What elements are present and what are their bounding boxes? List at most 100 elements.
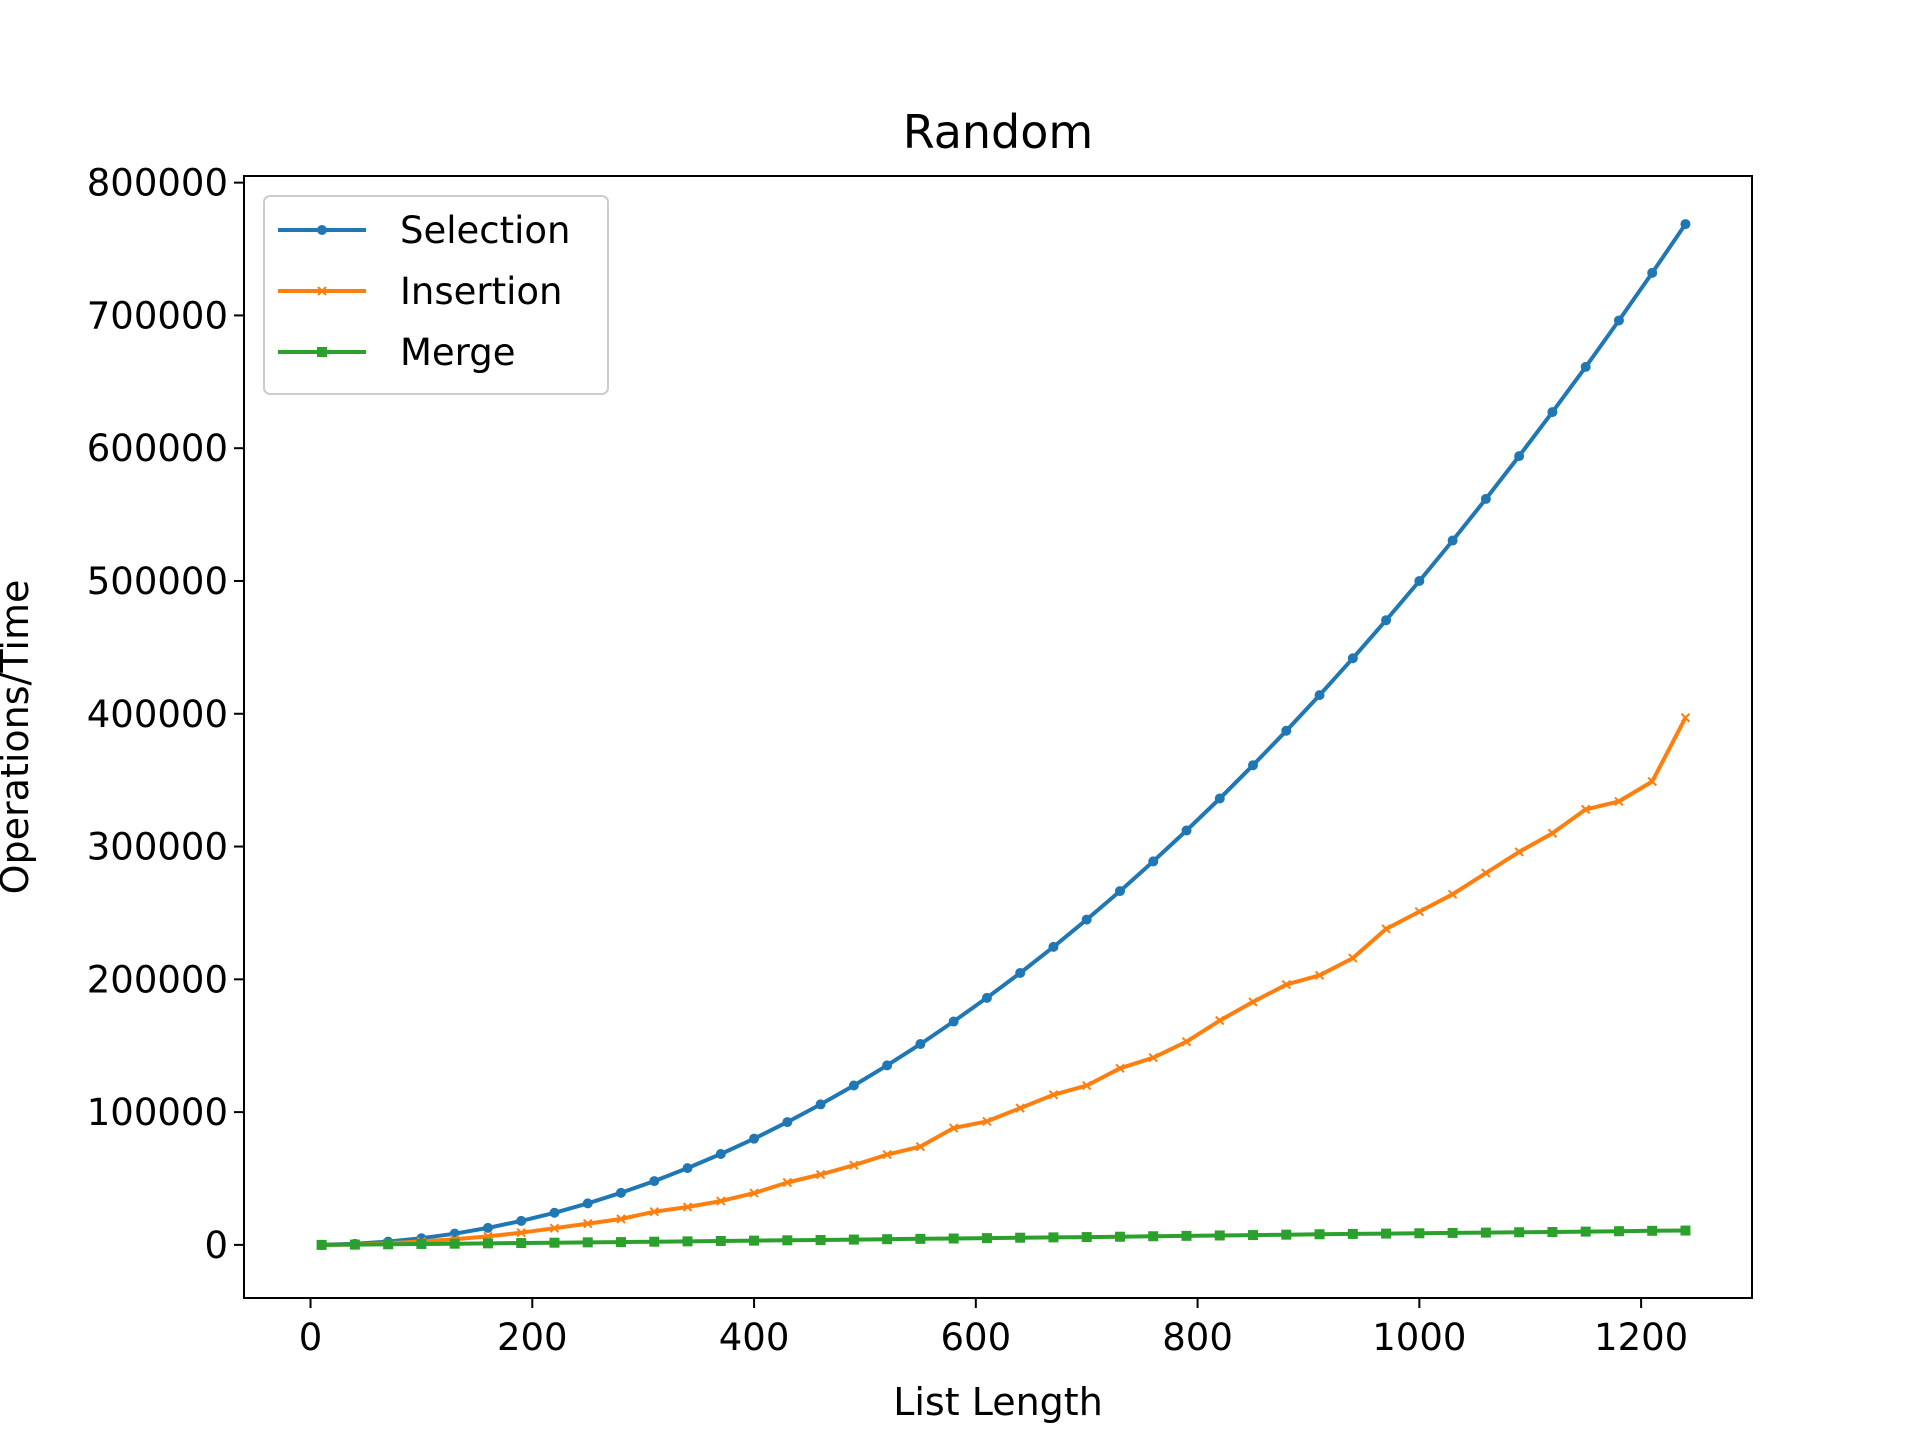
- data-point-selection: [482, 1222, 493, 1233]
- data-point-merge: [1248, 1230, 1259, 1241]
- data-point-selection: [1514, 451, 1525, 462]
- y-axis: 0 100000 200000 300000 400000 500000 600000 700…: [87, 162, 244, 1267]
- data-point-merge: [582, 1237, 593, 1248]
- data-point-insertion: [1614, 796, 1624, 807]
- data-point-insertion: [1381, 924, 1391, 934]
- data-point-merge: [882, 1234, 893, 1245]
- data-point-selection: [1081, 914, 1092, 925]
- data-point-insertion: [583, 1218, 593, 1229]
- data-point-merge: [1181, 1230, 1192, 1241]
- data-point-selection: [782, 1117, 793, 1128]
- data-point-insertion: [1514, 847, 1524, 857]
- data-point-merge: [1148, 1231, 1159, 1242]
- data-point-insertion: [1414, 906, 1425, 917]
- x-tick-label: 1000: [1372, 1316, 1466, 1359]
- data-point-merge: [1647, 1225, 1658, 1236]
- data-point-insertion: [549, 1223, 560, 1233]
- data-point-merge: [915, 1233, 926, 1244]
- data-point-merge: [782, 1235, 793, 1246]
- data-point-selection: [815, 1099, 826, 1110]
- data-point-selection: [682, 1163, 693, 1174]
- chart-title: Random: [903, 105, 1093, 159]
- data-point-insertion: [649, 1206, 659, 1217]
- data-point-insertion: [1248, 997, 1258, 1007]
- data-point-merge: [549, 1237, 560, 1248]
- series-line-insertion: [321, 716, 1688, 1247]
- data-point-selection: [516, 1215, 527, 1226]
- data-point-selection: [1114, 886, 1125, 897]
- series-insertion: [316, 713, 1691, 1250]
- legend-marker-merge: [317, 347, 327, 357]
- data-point-merge: [1613, 1226, 1624, 1237]
- data-point-insertion: [1314, 970, 1325, 981]
- data-point-merge: [649, 1236, 660, 1247]
- data-point-insertion: [1115, 1063, 1125, 1073]
- data-point-selection: [1181, 825, 1192, 836]
- data-point-selection: [1580, 361, 1591, 372]
- series-merge: [316, 1225, 1691, 1250]
- data-point-selection: [1015, 967, 1026, 978]
- data-point-selection: [1680, 219, 1691, 230]
- data-point-merge: [682, 1236, 693, 1247]
- data-point-merge: [1081, 1232, 1092, 1243]
- y-tick-label: 400000: [87, 693, 228, 736]
- legend-box: [263, 195, 609, 395]
- data-point-selection: [1314, 690, 1325, 701]
- y-tick-label: 700000: [87, 294, 228, 337]
- x-tick-label: 800: [1162, 1316, 1233, 1359]
- data-point-insertion: [749, 1188, 759, 1198]
- data-point-merge: [449, 1238, 460, 1249]
- data-point-merge: [482, 1238, 493, 1249]
- legend: Selection Insertion Merge: [263, 195, 609, 395]
- data-point-selection: [1613, 315, 1624, 326]
- y-tick-label: 0: [204, 1224, 228, 1267]
- data-point-selection: [649, 1176, 660, 1187]
- x-tick-label: 1200: [1594, 1316, 1688, 1359]
- data-point-selection: [1281, 725, 1292, 736]
- data-point-merge: [1480, 1227, 1491, 1238]
- data-point-merge: [749, 1235, 760, 1246]
- data-point-insertion: [1348, 953, 1358, 963]
- data-point-merge: [1381, 1228, 1392, 1239]
- data-point-merge: [815, 1234, 826, 1245]
- data-point-selection: [981, 992, 992, 1003]
- data-point-selection: [882, 1060, 893, 1071]
- x-tick-label: 0: [299, 1316, 323, 1359]
- x-tick-label: 400: [719, 1316, 790, 1359]
- data-point-insertion: [1015, 1103, 1025, 1113]
- data-point-merge: [1015, 1232, 1026, 1243]
- x-tick-label: 200: [497, 1316, 568, 1359]
- data-point-merge: [1114, 1231, 1125, 1242]
- data-point-merge: [981, 1233, 992, 1244]
- data-point-selection: [1414, 575, 1425, 586]
- series-line-merge: [321, 1228, 1686, 1247]
- data-point-merge: [1547, 1227, 1558, 1238]
- legend-item-selection: Selection: [278, 209, 571, 252]
- legend-label: Selection: [400, 209, 571, 252]
- data-point-merge: [1680, 1225, 1691, 1236]
- data-point-insertion: [849, 1160, 859, 1170]
- data-point-insertion: [1181, 1037, 1192, 1047]
- y-tick-label: 600000: [87, 427, 228, 470]
- series-line-selection: [321, 222, 1688, 1247]
- x-axis-label: List Length: [893, 1380, 1103, 1424]
- data-point-selection: [1647, 267, 1658, 278]
- legend-marker-insertion: [317, 286, 327, 296]
- y-tick-label: 500000: [87, 560, 228, 603]
- data-point-merge: [349, 1239, 360, 1250]
- data-point-insertion: [782, 1177, 793, 1188]
- legend-label: Insertion: [400, 270, 563, 313]
- legend-label: Merge: [400, 331, 516, 374]
- data-point-selection: [1547, 407, 1558, 418]
- data-point-merge: [1281, 1229, 1292, 1240]
- data-point-insertion: [716, 1196, 726, 1206]
- data-point-merge: [1314, 1229, 1325, 1240]
- data-point-merge: [1580, 1226, 1591, 1237]
- data-point-insertion: [1081, 1080, 1092, 1091]
- data-point-selection: [948, 1016, 959, 1027]
- y-axis-label: Operations/Time: [0, 580, 37, 895]
- data-point-insertion: [1148, 1052, 1158, 1063]
- data-point-merge: [383, 1239, 394, 1250]
- legend-item-merge: Merge: [278, 331, 516, 374]
- data-point-merge: [1414, 1228, 1425, 1239]
